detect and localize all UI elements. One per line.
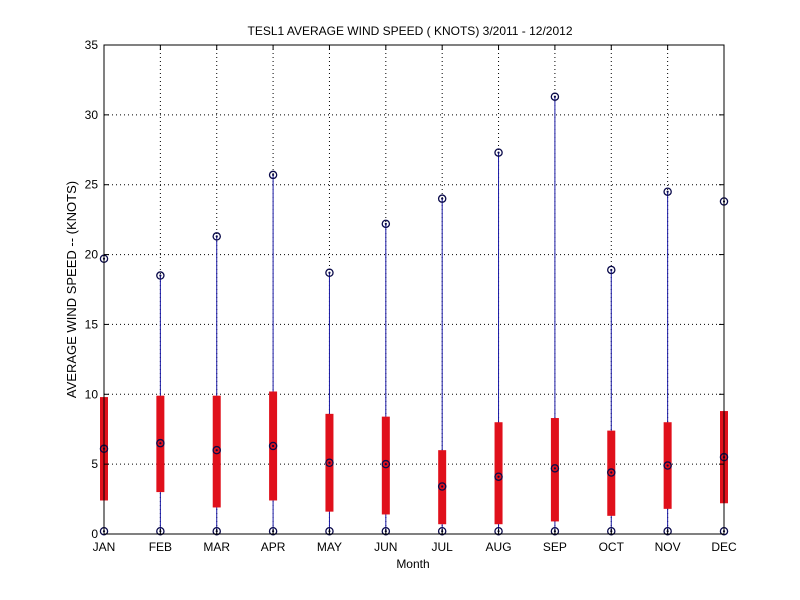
max-marker-dot bbox=[666, 190, 669, 193]
y-axis: 0 5 10 15 20 25 30 35 bbox=[85, 38, 724, 541]
median-marker bbox=[325, 458, 334, 467]
median-marker-dot bbox=[553, 467, 557, 470]
max-marker-dot bbox=[384, 222, 387, 225]
x-tick-label: MAY bbox=[317, 540, 342, 554]
y-tick-label: 35 bbox=[85, 38, 99, 52]
max-marker bbox=[494, 148, 503, 157]
x-tick-label: MAR bbox=[203, 540, 230, 554]
max-marker bbox=[663, 187, 672, 196]
box-group-feb bbox=[156, 271, 165, 536]
median-marker-dot bbox=[215, 449, 218, 452]
max-marker bbox=[381, 219, 391, 229]
max-marker bbox=[212, 232, 221, 241]
y-tick-label: 5 bbox=[91, 457, 98, 471]
max-marker bbox=[268, 170, 278, 180]
median-marker-dot bbox=[441, 485, 444, 488]
median-marker bbox=[156, 438, 165, 448]
median-marker bbox=[494, 472, 503, 481]
min-marker bbox=[156, 526, 165, 536]
max-marker-dot bbox=[328, 271, 331, 274]
box-group-jun bbox=[381, 219, 391, 536]
grid-lines bbox=[104, 45, 724, 534]
max-marker bbox=[550, 92, 560, 101]
x-tick-label: APR bbox=[261, 540, 286, 554]
y-tick-label: 15 bbox=[85, 317, 99, 331]
y-axis-label: AVERAGE WIND SPEED -- (KNOTS) bbox=[64, 181, 79, 398]
median-marker bbox=[550, 464, 560, 473]
max-marker bbox=[607, 265, 616, 275]
y-tick-label: 10 bbox=[85, 387, 99, 401]
y-tick-label: 20 bbox=[85, 248, 99, 262]
y-tick-label: 30 bbox=[85, 108, 99, 122]
median-marker-dot bbox=[271, 444, 275, 448]
max-marker bbox=[156, 271, 165, 280]
median-marker-dot bbox=[384, 463, 387, 466]
x-tick-label: DEC bbox=[711, 540, 737, 554]
box-group-sep bbox=[550, 92, 560, 536]
x-tick-label: NOV bbox=[655, 540, 681, 554]
min-marker bbox=[212, 526, 221, 536]
x-tick-label: SEP bbox=[543, 540, 567, 554]
median-marker-dot bbox=[610, 471, 613, 474]
min-marker bbox=[607, 526, 616, 536]
min-marker bbox=[325, 526, 334, 536]
max-marker-dot bbox=[159, 274, 162, 277]
min-marker bbox=[268, 526, 278, 536]
box-group-oct bbox=[607, 265, 616, 536]
box-iqr bbox=[550, 418, 559, 522]
x-tick-label: JUN bbox=[374, 540, 397, 554]
max-marker bbox=[437, 194, 447, 203]
min-marker bbox=[381, 526, 391, 536]
x-tick-label: AUG bbox=[486, 540, 512, 554]
max-marker-dot bbox=[610, 268, 613, 272]
box-group-apr bbox=[268, 170, 278, 536]
median-marker bbox=[607, 468, 616, 477]
box-group-aug bbox=[494, 148, 503, 536]
box-iqr bbox=[212, 395, 221, 508]
max-marker-dot bbox=[497, 151, 500, 154]
max-marker-dot bbox=[215, 235, 218, 238]
max-marker bbox=[325, 268, 334, 277]
box-group-mar bbox=[212, 232, 221, 536]
box-group-jul bbox=[437, 194, 447, 536]
min-marker bbox=[550, 526, 560, 536]
y-tick-label: 25 bbox=[85, 178, 99, 192]
min-marker bbox=[663, 526, 672, 536]
chart-title: TESL1 AVERAGE WIND SPEED ( KNOTS) 3/2011… bbox=[247, 24, 572, 38]
x-tick-label: OCT bbox=[599, 540, 625, 554]
median-marker bbox=[268, 441, 278, 451]
x-tick-label: JAN bbox=[93, 540, 116, 554]
box-group-may bbox=[325, 268, 334, 536]
median-marker-dot bbox=[159, 442, 162, 445]
box-series bbox=[99, 92, 729, 536]
min-marker bbox=[437, 526, 447, 536]
box-group-nov bbox=[663, 187, 672, 536]
median-marker-dot bbox=[328, 461, 331, 464]
median-marker bbox=[663, 461, 672, 470]
y-tick-label: 0 bbox=[91, 527, 98, 541]
median-marker bbox=[437, 482, 447, 491]
max-marker-dot bbox=[271, 173, 275, 177]
max-marker-dot bbox=[441, 197, 444, 200]
box-iqr bbox=[381, 416, 390, 515]
plot-area-frame bbox=[103, 44, 725, 535]
min-marker bbox=[494, 526, 503, 536]
x-axis-label: Month bbox=[396, 557, 429, 571]
median-marker bbox=[212, 445, 221, 455]
x-axis: JAN FEB MAR APR MAY JUN JUL AUG SEP OCT NOV DEC bbox=[93, 45, 737, 554]
median-marker-dot bbox=[497, 475, 500, 478]
median-marker-dot bbox=[666, 464, 669, 467]
median-marker bbox=[381, 459, 391, 469]
x-tick-label: FEB bbox=[149, 540, 172, 554]
max-marker-dot bbox=[553, 95, 557, 98]
x-tick-label: JUL bbox=[432, 540, 454, 554]
